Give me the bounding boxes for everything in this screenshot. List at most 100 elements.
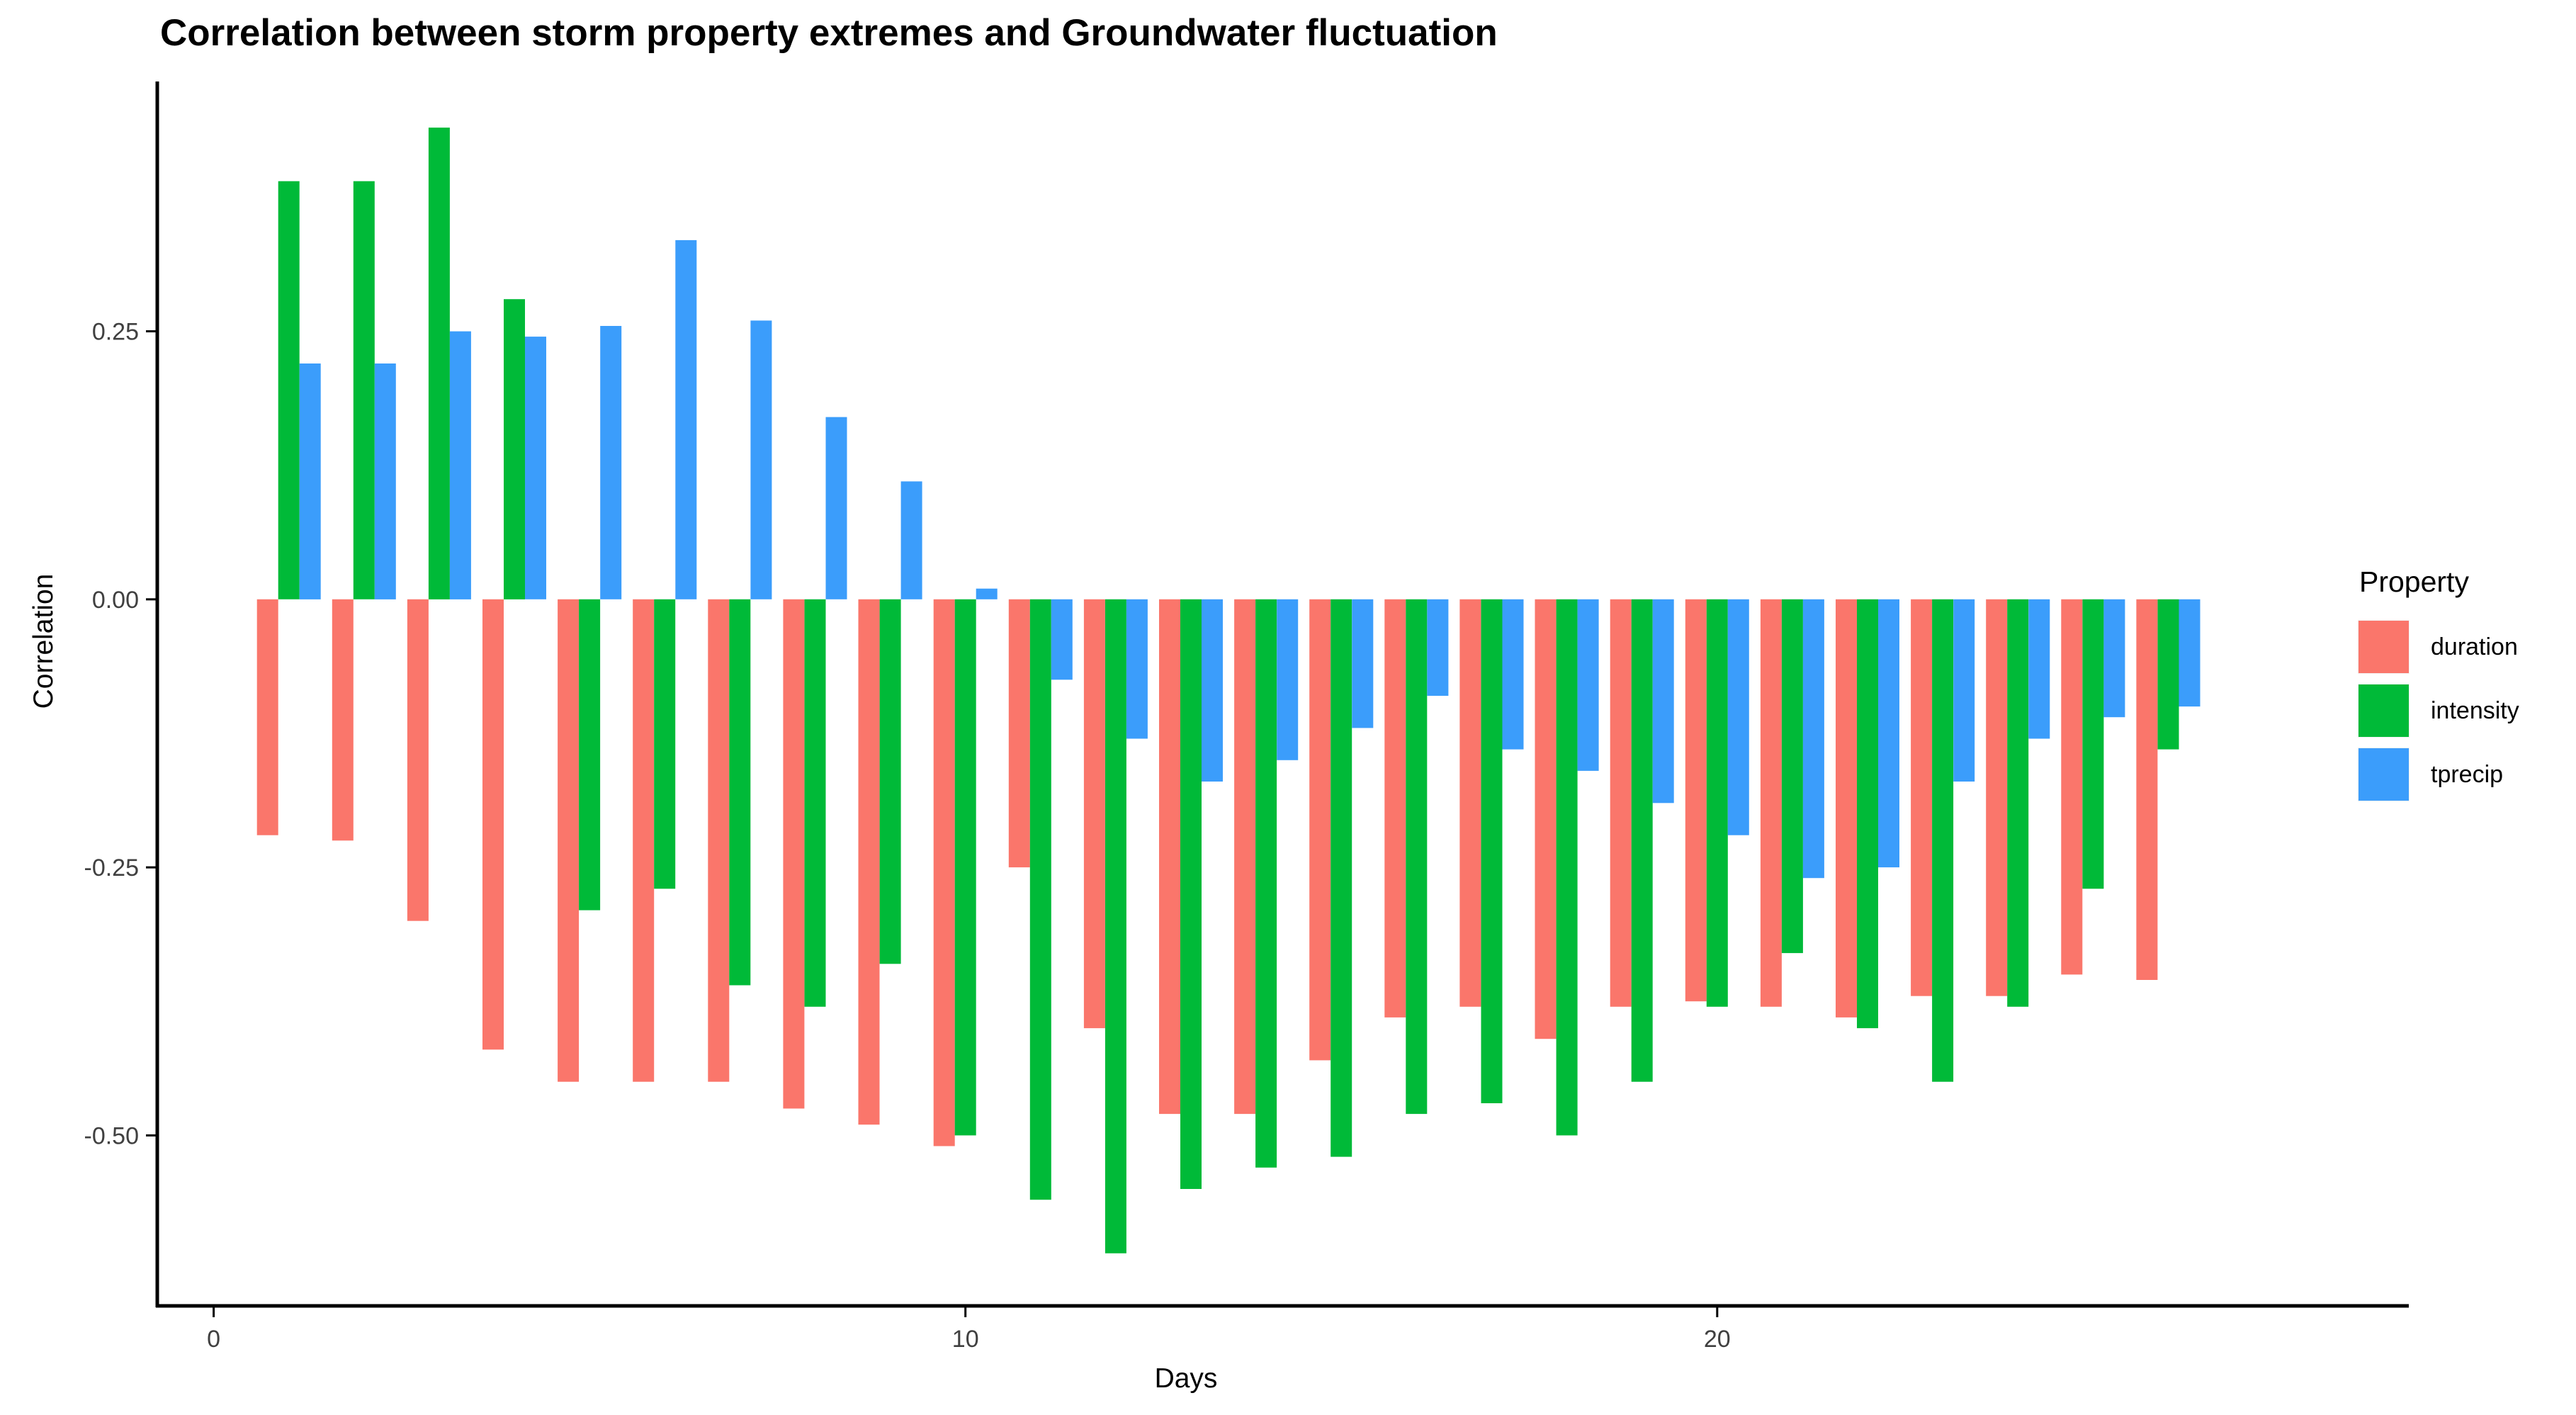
bar-duration-day-21: [1760, 599, 1782, 1007]
bar-duration-day-23: [1911, 599, 1933, 996]
bar-duration-day-16: [1384, 599, 1406, 1017]
bar-intensity-day-12: [1105, 599, 1126, 1253]
bar-tprecip-day-11: [1051, 599, 1073, 680]
bar-tprecip-day-18: [1577, 599, 1599, 771]
legend-key-duration: [2358, 620, 2410, 674]
bar-tprecip-day-21: [1802, 599, 1824, 879]
bar-tprecip-day-20: [1727, 599, 1749, 835]
legend-label-intensity: intensity: [2431, 697, 2519, 724]
bar-intensity-day-20: [1706, 599, 1728, 1007]
bar-intensity-day-21: [1781, 599, 1803, 954]
bar-duration-day-24: [1986, 599, 2008, 996]
x-tick-label: 20: [1704, 1326, 1731, 1353]
bar-intensity-day-18: [1556, 599, 1578, 1136]
bar-tprecip-day-19: [1652, 599, 1674, 804]
bar-intensity-day-7: [729, 599, 751, 986]
bar-intensity-day-10: [954, 599, 976, 1136]
legend: Property duration intensity tprecip: [2358, 565, 2570, 811]
bar-tprecip-day-25: [2103, 599, 2125, 718]
legend-label-tprecip: tprecip: [2431, 760, 2504, 788]
bar-duration-day-3: [407, 599, 429, 921]
bar-tprecip-day-8: [825, 417, 847, 599]
bar-duration-day-19: [1610, 599, 1632, 1007]
bar-tprecip-day-16: [1427, 599, 1449, 696]
bar-duration-day-12: [1083, 599, 1105, 1029]
bar-tprecip-day-12: [1126, 599, 1148, 739]
legend-title: Property: [2359, 565, 2469, 598]
bar-duration-day-11: [1008, 599, 1030, 868]
bar-intensity-day-4: [504, 299, 525, 599]
bar-duration-day-2: [332, 599, 354, 841]
bar-intensity-day-16: [1406, 599, 1428, 1115]
bar-tprecip-day-26: [2179, 599, 2201, 707]
bar-intensity-day-22: [1857, 599, 1878, 1029]
bar-intensity-day-17: [1481, 599, 1503, 1103]
bar-duration-day-22: [1836, 599, 1857, 1017]
bar-tprecip-day-7: [750, 320, 772, 599]
legend-key-intensity: [2358, 684, 2410, 738]
bar-intensity-day-8: [804, 599, 826, 1007]
bar-tprecip-day-14: [1277, 599, 1299, 760]
bar-tprecip-day-4: [525, 337, 546, 599]
legend-item-tprecip: tprecip: [2358, 748, 2570, 801]
bar-duration-day-7: [708, 599, 730, 1082]
bar-intensity-day-24: [2007, 599, 2029, 1007]
bar-tprecip-day-23: [1953, 599, 1975, 782]
bar-tprecip-day-5: [600, 326, 622, 599]
bar-tprecip-day-2: [374, 363, 396, 599]
chart-title: Correlation between storm property extre…: [160, 12, 1498, 54]
bar-tprecip-day-1: [299, 363, 321, 599]
x-tick-label: 0: [207, 1326, 220, 1353]
bar-duration-day-10: [933, 599, 955, 1146]
bar-intensity-day-6: [654, 599, 676, 889]
bar-tprecip-day-3: [449, 331, 471, 599]
bar-intensity-day-1: [278, 181, 300, 599]
bar-duration-day-20: [1685, 599, 1707, 1002]
y-tick-label: 0.25: [92, 319, 139, 346]
legend-key-tprecip: [2358, 748, 2410, 801]
bar-duration-day-14: [1234, 599, 1256, 1115]
bar-duration-day-5: [558, 599, 580, 1082]
legend-item-intensity: intensity: [2358, 684, 2570, 738]
bar-intensity-day-19: [1631, 599, 1653, 1082]
bar-duration-day-6: [633, 599, 655, 1082]
y-tick-label: -0.50: [84, 1122, 140, 1149]
bar-duration-day-26: [2136, 599, 2158, 980]
bar-duration-day-15: [1309, 599, 1331, 1061]
bar-intensity-day-13: [1180, 599, 1202, 1189]
bar-duration-day-1: [256, 599, 278, 835]
bar-tprecip-day-17: [1502, 599, 1524, 750]
bar-intensity-day-3: [428, 128, 450, 599]
x-tick-label: 10: [952, 1326, 979, 1353]
bar-tprecip-day-15: [1352, 599, 1374, 728]
bar-tprecip-day-24: [2028, 599, 2050, 739]
bar-intensity-day-5: [579, 599, 601, 911]
bar-duration-day-8: [783, 599, 805, 1109]
bar-tprecip-day-10: [976, 588, 998, 599]
bar-intensity-day-23: [1932, 599, 1954, 1082]
y-tick-label: -0.25: [84, 855, 140, 881]
bar-intensity-day-26: [2157, 599, 2179, 750]
bar-duration-day-18: [1535, 599, 1557, 1039]
bar-duration-day-4: [482, 599, 504, 1050]
legend-label-duration: duration: [2431, 633, 2518, 660]
bar-duration-day-25: [2061, 599, 2083, 975]
bar-tprecip-day-9: [900, 481, 922, 599]
bar-intensity-day-15: [1331, 599, 1352, 1157]
bar-intensity-day-14: [1255, 599, 1277, 1168]
legend-item-duration: duration: [2358, 620, 2570, 674]
bar-intensity-day-9: [879, 599, 901, 964]
bar-intensity-day-25: [2082, 599, 2104, 889]
bar-duration-day-17: [1459, 599, 1481, 1007]
bar-intensity-day-11: [1029, 599, 1051, 1200]
y-axis-title: Correlation: [28, 573, 59, 709]
x-axis-title: Days: [1154, 1363, 1218, 1394]
bar-tprecip-day-13: [1202, 599, 1223, 782]
bar-tprecip-day-22: [1878, 599, 1899, 868]
bar-duration-day-13: [1159, 599, 1180, 1115]
bar-duration-day-9: [858, 599, 880, 1125]
bar-tprecip-day-6: [675, 239, 697, 599]
y-tick-label: 0.00: [92, 587, 139, 614]
